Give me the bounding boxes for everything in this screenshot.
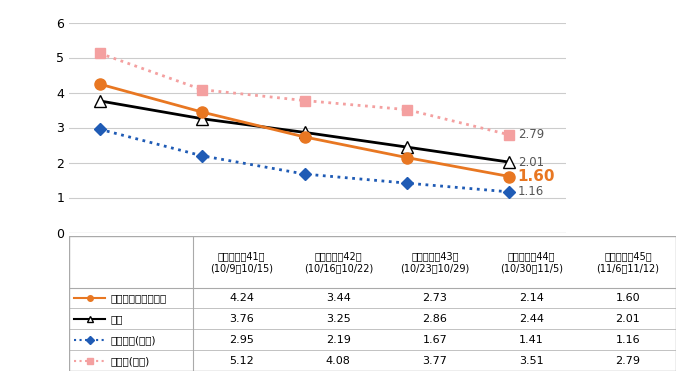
Text: 3.25: 3.25 [326, 314, 351, 324]
Text: 1.67: 1.67 [422, 335, 447, 345]
Text: 1.16: 1.16 [518, 185, 544, 198]
Text: 2.44: 2.44 [519, 314, 544, 324]
Text: 4.24: 4.24 [229, 293, 254, 303]
Text: 2.86: 2.86 [422, 314, 447, 324]
Text: 令和５年第42週
(10/16〜10/22): 令和５年第42週 (10/16〜10/22) [304, 251, 373, 273]
Text: 2.01: 2.01 [518, 156, 544, 169]
Text: 3.76: 3.76 [229, 314, 254, 324]
Text: 2.79: 2.79 [518, 128, 544, 141]
Text: 3.77: 3.77 [422, 356, 447, 366]
Text: 全国: 全国 [110, 314, 123, 324]
Text: 5.12: 5.12 [229, 356, 254, 366]
Text: 令和５年第41週
(10/9〜10/15): 令和５年第41週 (10/9〜10/15) [210, 251, 273, 273]
Text: 1.60: 1.60 [615, 293, 640, 303]
Text: 4.08: 4.08 [326, 356, 351, 366]
Text: 1.41: 1.41 [519, 335, 544, 345]
Text: 2.19: 2.19 [326, 335, 351, 345]
Text: 3.51: 3.51 [519, 356, 544, 366]
Text: 2.14: 2.14 [519, 293, 544, 303]
Text: 1.60: 1.60 [518, 169, 555, 184]
Text: 2.01: 2.01 [615, 314, 640, 324]
Text: 2.73: 2.73 [422, 293, 447, 303]
Text: 令和５年第44週
(10/30〜11/5): 令和５年第44週 (10/30〜11/5) [500, 251, 563, 273]
Text: 愛知県(参考): 愛知県(参考) [110, 356, 150, 366]
Text: 神奈川県(参考): 神奈川県(参考) [110, 335, 156, 345]
Text: 本県（政令市含む）: 本県（政令市含む） [110, 293, 166, 303]
Text: 令和５年第45週
(11/6〜11/12): 令和５年第45週 (11/6〜11/12) [596, 251, 660, 273]
Text: 3.44: 3.44 [326, 293, 351, 303]
Text: 2.79: 2.79 [615, 356, 640, 366]
Text: 1.16: 1.16 [615, 335, 640, 345]
Text: 令和５年第43週
(10/23〜10/29): 令和５年第43週 (10/23〜10/29) [400, 251, 469, 273]
Text: 2.95: 2.95 [229, 335, 254, 345]
